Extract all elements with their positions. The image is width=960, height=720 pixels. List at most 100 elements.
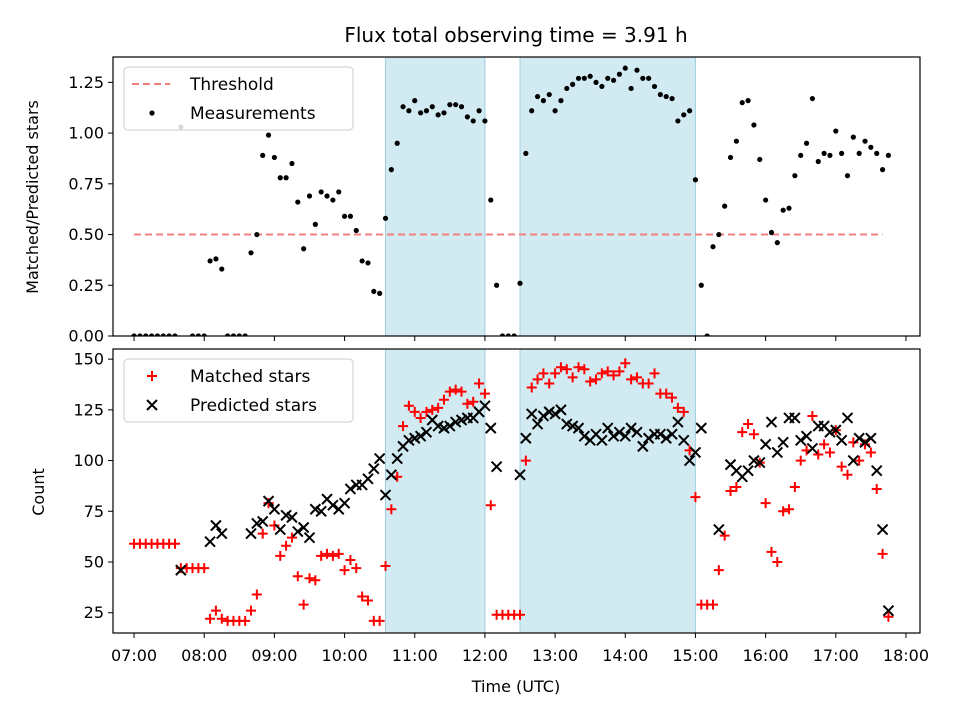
measurement-point	[868, 144, 874, 150]
predicted-star-point	[666, 428, 678, 440]
measurement-point	[388, 167, 394, 173]
predicted-star-point	[713, 523, 725, 536]
measurement-point	[371, 288, 377, 294]
matched-star-point	[567, 372, 578, 383]
predicted-star-point	[882, 604, 895, 617]
matched-star-point	[357, 591, 368, 602]
measurement-point	[546, 91, 552, 98]
measurement-point	[160, 333, 166, 336]
x-tick-label: 09:00	[251, 646, 297, 665]
matched-star-point	[871, 483, 882, 494]
predicted-star-point	[379, 489, 392, 501]
measurement-point	[242, 333, 248, 336]
measurement-point	[879, 167, 886, 173]
y-tick-label: 125	[73, 400, 104, 419]
predicted-star-point	[549, 408, 561, 420]
predicted-star-point	[754, 456, 766, 469]
measurement-point	[774, 240, 780, 246]
observing-window-2	[519, 349, 696, 633]
predicted-star-point	[485, 422, 497, 434]
matched-star-point	[281, 540, 292, 551]
measurement-point	[441, 110, 447, 116]
x-tick-label: 13:00	[532, 646, 578, 665]
y-tick-label: 0.75	[68, 174, 104, 193]
matched-star-point	[433, 402, 444, 413]
matched-star-point	[386, 504, 397, 515]
predicted-star-point	[245, 527, 257, 540]
measurement-point	[610, 77, 617, 83]
measurement-point	[359, 258, 365, 264]
measurement-point	[225, 333, 231, 336]
measurement-point	[131, 333, 137, 336]
predicted-star-point	[344, 483, 357, 495]
y-tick-label: 50	[84, 553, 104, 572]
measurement-point	[341, 213, 348, 219]
predicted-star-point	[689, 446, 702, 459]
measurement-point	[587, 73, 593, 79]
predicted-star-point	[771, 446, 784, 459]
observing-window-2	[519, 57, 696, 336]
predicted-star-point	[695, 422, 707, 434]
legend-box	[123, 358, 354, 423]
matched-star-point	[690, 492, 701, 503]
predicted-star-point	[876, 523, 889, 536]
measurement-point	[710, 244, 716, 250]
matched-star-point	[485, 500, 496, 511]
measurement-point	[815, 158, 821, 165]
predicted-star-point	[373, 452, 386, 465]
matched-star-point	[316, 550, 327, 561]
measurement-point	[166, 333, 172, 336]
measurement-point	[821, 150, 827, 156]
measurement-point	[143, 333, 149, 336]
measurement-point	[763, 197, 769, 203]
measurement-point	[616, 71, 623, 77]
matched-star-point	[304, 573, 315, 584]
measurement-point	[739, 100, 745, 106]
matched-star-point	[275, 550, 286, 561]
legend: Matched stars Predicted stars	[123, 358, 354, 423]
measurement-point	[593, 79, 599, 85]
measurement-point	[476, 108, 482, 114]
matched-star-point	[532, 374, 543, 385]
predicted-star-point	[789, 412, 801, 424]
matched-star-point	[731, 481, 742, 492]
predicted-star-point	[274, 523, 286, 536]
measurement-point	[780, 207, 786, 213]
predicted-star-point	[865, 432, 877, 444]
matched-star-point	[819, 439, 830, 450]
matched-star-point	[421, 406, 432, 417]
matched-star-point	[678, 406, 689, 417]
matched-star-point	[760, 498, 771, 509]
predicted-star-point	[256, 515, 269, 528]
x-tick-label: 16:00	[743, 646, 789, 665]
legend: Threshold Measurements	[123, 66, 354, 131]
measurement-point	[722, 203, 728, 209]
predicted-star-point	[765, 416, 778, 428]
y-tick-label: 75	[84, 502, 104, 521]
measurement-point	[347, 213, 354, 219]
predicted-star-point	[642, 432, 655, 444]
measurement-point	[318, 189, 324, 195]
measurement-point	[581, 75, 587, 81]
bottom-panel: 25 50 75 100 125 150 07:00 08:00 09:00 10:00 11:00…	[73, 348, 929, 665]
matched-star-point	[643, 378, 654, 389]
predicted-star-point	[327, 499, 339, 511]
matched-star-point	[251, 589, 262, 600]
legend-label: Threshold	[189, 75, 274, 95]
predicted-star-point	[315, 505, 327, 517]
predicted-star-point	[286, 511, 298, 524]
predicted-star-point	[216, 527, 228, 540]
series-predicted-stars	[175, 400, 895, 617]
x-tick-label: 11:00	[392, 646, 438, 665]
matched-star-point	[661, 388, 672, 399]
axes-frame	[112, 348, 921, 634]
matched-star-point	[339, 565, 350, 576]
predicted-star-point	[830, 424, 842, 436]
measurement-point	[353, 227, 359, 234]
matched-star-point	[415, 412, 426, 423]
measurement-point	[570, 81, 576, 87]
legend-label: Matched stars	[190, 367, 310, 387]
matched-star-point	[450, 384, 461, 395]
measurement-point	[885, 152, 892, 159]
measurement-point	[423, 108, 430, 114]
